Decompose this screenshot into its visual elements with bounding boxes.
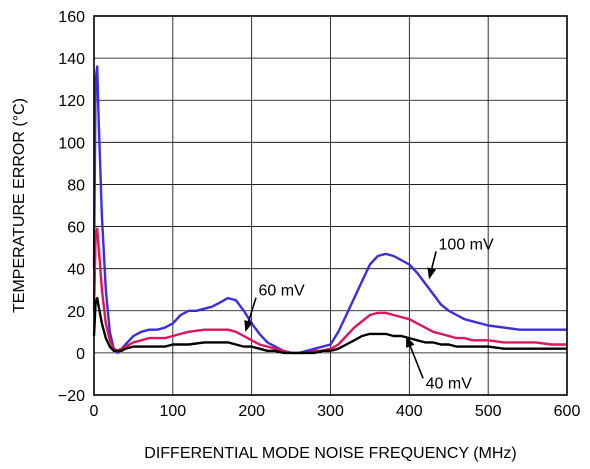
annotations: 100 mV 60 mV 40 mV	[244, 236, 494, 392]
x-tick-label: 600	[554, 403, 581, 420]
y-tick-label: 120	[58, 93, 85, 110]
y-tick-label: 40	[67, 262, 85, 279]
y-tick-label: 0	[76, 346, 85, 363]
series-line	[92, 296, 567, 355]
annotation-arrowhead	[244, 319, 253, 332]
plot-frame	[93, 15, 568, 396]
x-tick-label: 0	[90, 403, 99, 420]
x-tick-label: 300	[317, 403, 344, 420]
x-tick-label: 400	[396, 403, 423, 420]
y-tick-label: 60	[67, 220, 85, 237]
tick-labels: 0 100 200 300 400 500 600 −20 0 20 40 60 80 100 120 140…	[58, 9, 581, 420]
x-tick-label: 100	[159, 403, 186, 420]
annotation-label: 100 mV	[439, 236, 494, 253]
y-tick-label: 160	[58, 9, 85, 26]
x-tick-label: 200	[238, 403, 265, 420]
y-tick-label: 140	[58, 51, 85, 68]
annotation-label: 60 mV	[258, 283, 305, 300]
y-axis-label: TEMPERATURE ERROR (°C)	[11, 98, 28, 313]
y-tick-label: 80	[67, 177, 85, 194]
series-layer	[92, 65, 567, 355]
x-axis-label: DIFFERENTIAL MODE NOISE FREQUENCY (MHz)	[144, 445, 516, 462]
y-tick-label: −20	[58, 388, 85, 405]
annotation-label: 40 mV	[426, 375, 473, 392]
annotation-arrowhead	[427, 267, 437, 280]
y-tick-label: 20	[67, 304, 85, 321]
x-tick-label: 500	[475, 403, 502, 420]
annotation-arrowhead	[406, 336, 415, 348]
y-tick-label: 100	[58, 135, 85, 152]
